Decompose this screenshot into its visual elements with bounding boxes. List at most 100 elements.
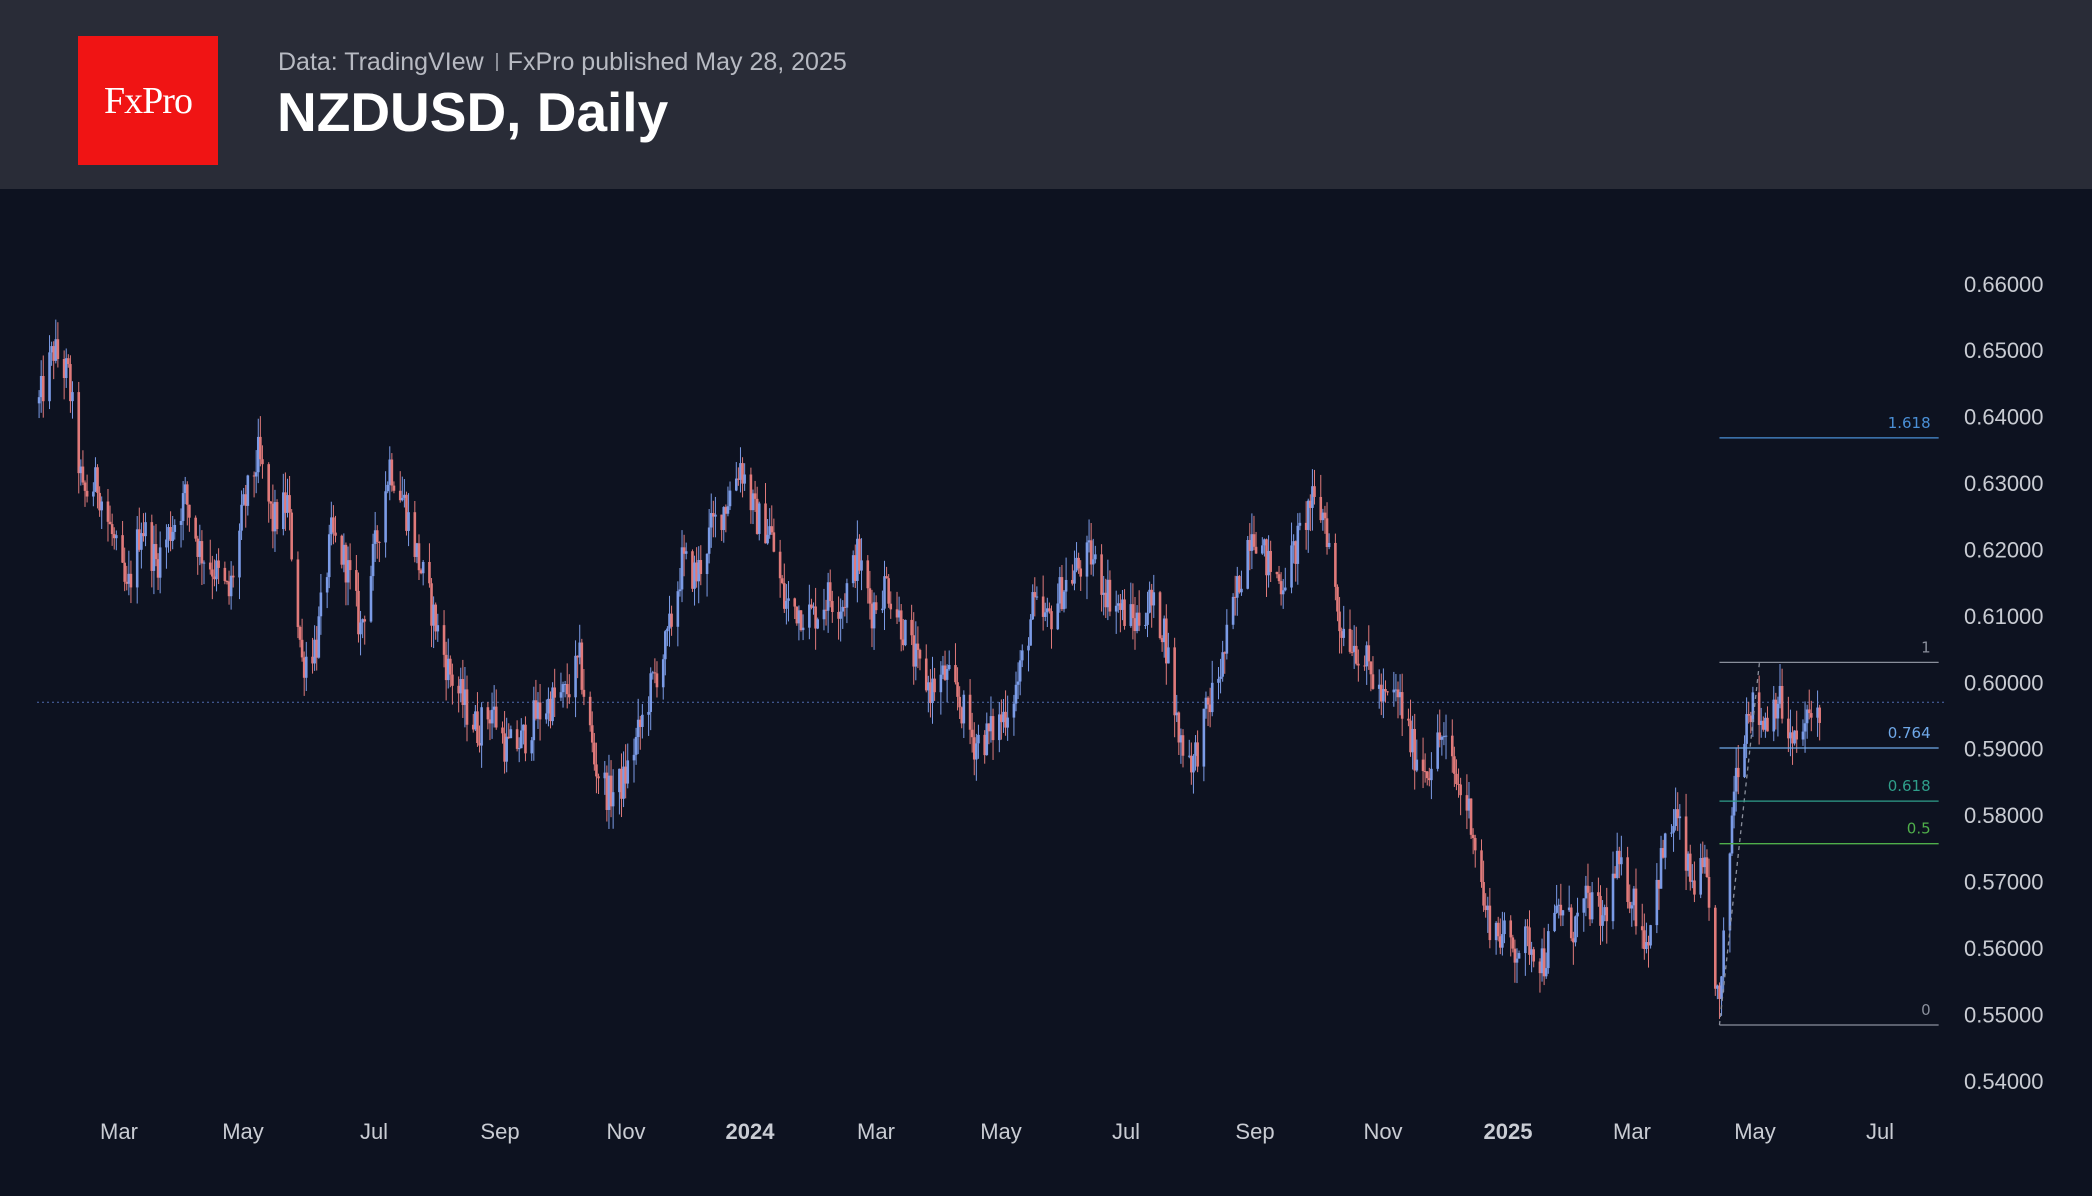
candle-body[interactable] bbox=[386, 484, 389, 492]
candle-body[interactable] bbox=[1524, 926, 1527, 954]
candle-body[interactable] bbox=[1384, 689, 1387, 692]
candle-body[interactable] bbox=[1108, 579, 1112, 612]
candle-body[interactable] bbox=[874, 602, 878, 611]
candle-body[interactable] bbox=[588, 696, 592, 726]
candle-body[interactable] bbox=[361, 619, 364, 623]
candle-body[interactable] bbox=[705, 553, 709, 575]
candle-body[interactable] bbox=[1757, 692, 1761, 725]
candle-body[interactable] bbox=[421, 561, 425, 574]
candle-body[interactable] bbox=[1050, 611, 1053, 630]
candle-body[interactable] bbox=[1225, 624, 1229, 654]
candle-body[interactable] bbox=[56, 339, 60, 359]
candle-body[interactable] bbox=[1517, 953, 1521, 959]
candle-body[interactable] bbox=[1544, 968, 1548, 977]
candle-body[interactable] bbox=[296, 559, 300, 627]
candle-body[interactable] bbox=[240, 504, 243, 531]
candle-body[interactable] bbox=[79, 466, 83, 474]
candle-body[interactable] bbox=[1290, 545, 1293, 588]
candle-body[interactable] bbox=[39, 376, 43, 398]
candle-body[interactable] bbox=[945, 669, 949, 680]
candle-body[interactable] bbox=[1380, 684, 1383, 702]
candle-body[interactable] bbox=[227, 581, 231, 597]
candle-body[interactable] bbox=[125, 581, 129, 584]
candle-body[interactable] bbox=[1150, 589, 1153, 606]
candle-body[interactable] bbox=[605, 772, 609, 810]
candle-body[interactable] bbox=[549, 698, 552, 722]
candle-body[interactable] bbox=[1450, 735, 1454, 757]
candle-body[interactable] bbox=[975, 743, 978, 760]
candle-body[interactable] bbox=[530, 740, 534, 754]
candle-body[interactable] bbox=[1116, 603, 1120, 606]
candle-body[interactable] bbox=[1064, 579, 1068, 592]
candle-body[interactable] bbox=[1576, 912, 1579, 917]
candle-body[interactable] bbox=[1217, 678, 1220, 683]
candle-body[interactable] bbox=[1018, 660, 1022, 682]
candle-body[interactable] bbox=[947, 665, 951, 670]
candle-body[interactable] bbox=[620, 768, 623, 799]
candle-body[interactable] bbox=[185, 484, 189, 505]
candle-body[interactable] bbox=[682, 547, 686, 554]
candle-body[interactable] bbox=[1091, 559, 1095, 565]
candle-body[interactable] bbox=[728, 490, 732, 507]
candle-body[interactable] bbox=[1248, 540, 1252, 551]
candle-body[interactable] bbox=[814, 606, 817, 629]
candle-body[interactable] bbox=[156, 559, 160, 578]
candle-body[interactable] bbox=[1810, 713, 1813, 718]
candle-body[interactable] bbox=[1354, 645, 1358, 664]
candle-body[interactable] bbox=[1626, 857, 1629, 902]
candle-body[interactable] bbox=[1582, 898, 1586, 913]
candle-body[interactable] bbox=[532, 700, 536, 741]
candle-body[interactable] bbox=[881, 608, 884, 611]
candle-body[interactable] bbox=[580, 642, 584, 690]
candle-body[interactable] bbox=[357, 590, 360, 635]
candle-body[interactable] bbox=[1496, 922, 1500, 937]
candle-body[interactable] bbox=[1342, 628, 1346, 638]
candle-body[interactable] bbox=[1471, 834, 1475, 838]
candle-body[interactable] bbox=[1085, 542, 1089, 577]
candle-body[interactable] bbox=[691, 551, 694, 589]
candle-body[interactable] bbox=[724, 507, 728, 514]
candle-body[interactable] bbox=[1613, 873, 1617, 878]
candle-body[interactable] bbox=[799, 610, 803, 631]
candle-body[interactable] bbox=[563, 684, 567, 686]
candle-body[interactable] bbox=[179, 521, 183, 525]
candle-body[interactable] bbox=[1818, 707, 1821, 723]
candle-body[interactable] bbox=[1246, 540, 1250, 589]
candle-body[interactable] bbox=[142, 533, 145, 537]
candle-body[interactable] bbox=[432, 604, 435, 626]
candle-body[interactable] bbox=[1459, 784, 1462, 796]
candle-body[interactable] bbox=[1283, 587, 1287, 591]
candle-body[interactable] bbox=[1029, 619, 1032, 646]
candle-body[interactable] bbox=[1643, 930, 1646, 950]
candle-body[interactable] bbox=[1133, 618, 1137, 631]
candle-body[interactable] bbox=[678, 589, 682, 592]
candle-body[interactable] bbox=[1457, 784, 1460, 786]
candle-body[interactable] bbox=[451, 674, 454, 686]
candle-body[interactable] bbox=[1816, 707, 1819, 718]
candle-body[interactable] bbox=[1016, 681, 1020, 685]
candle-body[interactable] bbox=[565, 684, 569, 695]
candle-body[interactable] bbox=[461, 679, 465, 705]
candle-body[interactable] bbox=[561, 684, 565, 693]
candle-body[interactable] bbox=[1672, 826, 1675, 833]
candle-body[interactable] bbox=[327, 534, 331, 578]
candle-body[interactable] bbox=[901, 639, 905, 646]
candle-body[interactable] bbox=[355, 570, 358, 591]
candle-body[interactable] bbox=[1367, 645, 1371, 662]
candle-body[interactable] bbox=[910, 619, 913, 636]
candle-body[interactable] bbox=[1087, 540, 1091, 543]
candle-body[interactable] bbox=[515, 729, 519, 749]
candle-body[interactable] bbox=[1210, 682, 1214, 713]
candle-body[interactable] bbox=[1338, 611, 1341, 632]
candle-body[interactable] bbox=[1498, 936, 1502, 948]
candle-body[interactable] bbox=[208, 562, 212, 570]
candle-body[interactable] bbox=[1046, 608, 1049, 613]
candle-body[interactable] bbox=[1425, 771, 1429, 779]
candle-body[interactable] bbox=[315, 639, 319, 658]
candle-body[interactable] bbox=[1647, 942, 1650, 946]
candle-body[interactable] bbox=[553, 687, 556, 698]
candle-body[interactable] bbox=[1766, 717, 1769, 732]
candle-body[interactable] bbox=[1238, 576, 1241, 593]
candle-body[interactable] bbox=[369, 576, 373, 622]
candle-body[interactable] bbox=[1162, 618, 1166, 643]
